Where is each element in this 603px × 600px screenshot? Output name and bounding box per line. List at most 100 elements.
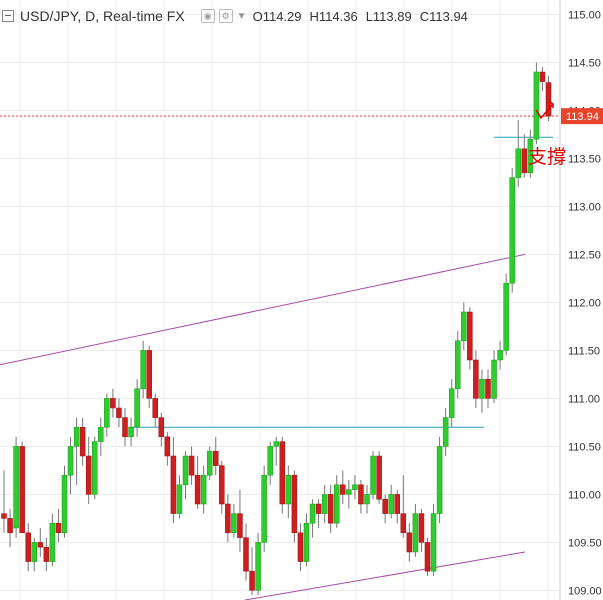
candle-down [521, 148, 528, 174]
candle-down [249, 570, 255, 591]
candle-up [273, 441, 279, 447]
candle-down [424, 542, 431, 572]
candle-down [467, 311, 473, 361]
y-tick-label: 110.50 [568, 441, 601, 453]
candle-down [394, 494, 400, 514]
candle-down [473, 359, 479, 399]
candle-down [194, 474, 201, 505]
last-price-badge [561, 108, 603, 125]
candle-up [92, 441, 98, 495]
y-tick-label: 114.50 [568, 57, 601, 69]
candle-up [309, 503, 316, 524]
candle-down [7, 518, 13, 534]
candle-down [146, 350, 152, 399]
candle-down [164, 436, 171, 457]
candle-up [461, 311, 467, 342]
candle-down [279, 441, 286, 505]
y-tick-label: 112.50 [568, 249, 601, 261]
candle-up [67, 446, 74, 476]
candle-down [382, 498, 388, 514]
candle-down [485, 378, 491, 399]
candle-up [261, 474, 267, 543]
symbol-title[interactable]: USD/JPY, D, Real-time FX [20, 8, 185, 24]
y-tick-label: 113.50 [568, 153, 601, 165]
settings-icon[interactable]: ⚙ [218, 9, 233, 23]
y-tick-label: 113.00 [568, 201, 601, 213]
candle-down [418, 513, 425, 543]
candle-down [122, 417, 128, 438]
candle-down [539, 71, 546, 82]
candle-down [43, 546, 50, 562]
candle-up [104, 398, 110, 428]
candle-up [321, 494, 328, 514]
candle-down [188, 455, 195, 476]
candle-down [79, 426, 86, 457]
candle-up [134, 388, 140, 428]
eye-icon[interactable]: ◉ [200, 9, 215, 23]
candle-up [255, 542, 261, 591]
candle-up [182, 455, 189, 486]
candle-up [140, 350, 146, 390]
candle-down [55, 522, 62, 534]
candle-up [49, 522, 56, 562]
candle-down [152, 398, 158, 418]
candle-up [509, 177, 515, 284]
candle-down [219, 465, 225, 505]
close-value: C113.94 [419, 8, 468, 24]
chevron-down-icon[interactable]: ▼ [236, 10, 247, 22]
low-value: L113.89 [365, 8, 412, 24]
candle-up [346, 489, 352, 495]
candle-up [303, 522, 310, 562]
collapse-icon[interactable] [2, 10, 14, 22]
candle-up [515, 148, 521, 178]
candle-up [370, 455, 376, 495]
candle-up [533, 71, 540, 140]
candle-down [110, 398, 116, 409]
candle-down [327, 494, 334, 524]
candle-down [406, 532, 413, 553]
candle-up [448, 388, 455, 418]
candle-up [455, 340, 461, 390]
candle-down [170, 455, 177, 514]
candle-up [412, 513, 419, 553]
candle-up [285, 474, 292, 505]
channel-lower-line [244, 551, 526, 600]
candle-up [430, 513, 437, 572]
candle-up [442, 417, 449, 447]
open-value: O114.29 [252, 8, 302, 24]
candle-up [267, 446, 273, 476]
candle-down [1, 513, 7, 519]
support-annotation: 支撐 [528, 146, 566, 168]
candle-down [19, 446, 25, 534]
candle-down [158, 417, 165, 438]
candle-down [237, 513, 243, 538]
candle-up [61, 474, 68, 534]
y-tick-label: 115.00 [568, 9, 601, 21]
candle-down [297, 532, 304, 562]
chart-header: USD/JPY, D, Real-time FX ◉ ⚙ ▼ O114.29 H… [2, 6, 476, 26]
y-tick-label: 110.00 [568, 489, 601, 501]
candle-up [176, 484, 183, 514]
y-tick-label: 111.00 [568, 393, 600, 405]
candle-down [243, 537, 249, 572]
candle-down [400, 513, 407, 534]
candle-up [231, 513, 237, 534]
candle-down [25, 532, 31, 562]
candle-up [527, 138, 534, 174]
channel-upper-line [0, 253, 526, 366]
candle-down [291, 474, 298, 534]
grid-lines [0, 0, 560, 600]
annotations: 113.94 支撐 [528, 101, 603, 168]
y-tick-label: 109.00 [568, 585, 602, 597]
candle-up [128, 426, 134, 438]
candle-up [479, 378, 485, 399]
candle-up [98, 426, 104, 442]
candle-up [200, 474, 207, 505]
candle-down [225, 503, 231, 534]
candles [1, 62, 552, 596]
candle-up [13, 446, 19, 529]
candle-up [491, 359, 497, 399]
candle-up [364, 494, 370, 505]
price-axis: 115.00114.50114.00113.50113.00112.50112.… [559, 0, 602, 600]
